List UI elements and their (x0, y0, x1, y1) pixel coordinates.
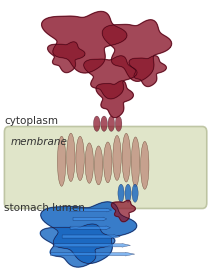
Ellipse shape (132, 184, 138, 202)
Ellipse shape (125, 184, 131, 202)
Polygon shape (84, 56, 137, 99)
Ellipse shape (76, 136, 84, 181)
Polygon shape (48, 42, 85, 73)
FancyArrow shape (69, 208, 112, 212)
Ellipse shape (57, 136, 66, 186)
Ellipse shape (113, 135, 121, 180)
Polygon shape (96, 81, 133, 118)
Polygon shape (42, 11, 127, 73)
Ellipse shape (118, 184, 124, 202)
Text: membrane: membrane (11, 137, 68, 147)
Ellipse shape (131, 137, 140, 187)
Ellipse shape (141, 142, 149, 189)
Ellipse shape (67, 133, 75, 182)
FancyArrow shape (54, 244, 130, 247)
Ellipse shape (115, 116, 122, 131)
Polygon shape (129, 56, 166, 86)
FancyArrow shape (70, 226, 110, 230)
Polygon shape (111, 200, 135, 222)
Polygon shape (41, 202, 137, 263)
Polygon shape (102, 20, 172, 81)
FancyBboxPatch shape (4, 126, 207, 208)
Ellipse shape (101, 116, 107, 131)
Ellipse shape (108, 116, 115, 131)
Ellipse shape (122, 133, 130, 182)
Text: stomach lumen: stomach lumen (4, 203, 85, 214)
Polygon shape (40, 224, 115, 267)
FancyArrow shape (62, 235, 120, 239)
FancyArrow shape (73, 217, 107, 221)
Ellipse shape (94, 116, 100, 131)
FancyArrow shape (51, 252, 135, 256)
Text: cytoplasm: cytoplasm (4, 116, 58, 126)
Ellipse shape (94, 146, 103, 185)
Ellipse shape (104, 142, 112, 183)
Ellipse shape (85, 143, 94, 183)
